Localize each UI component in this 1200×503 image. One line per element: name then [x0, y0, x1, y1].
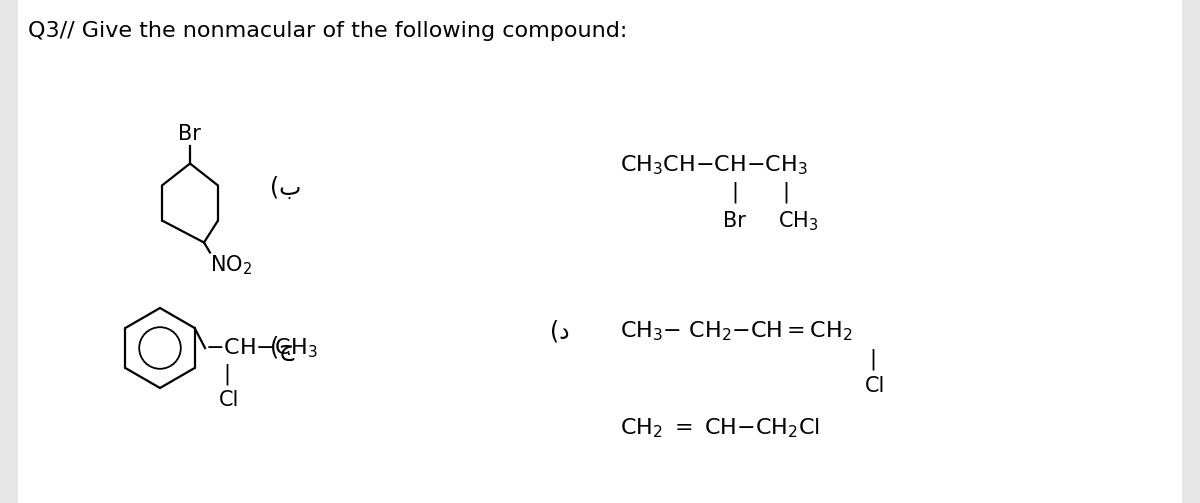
- Text: NO$_2$: NO$_2$: [210, 254, 252, 277]
- Text: (د: (د: [550, 319, 570, 343]
- Text: Cl: Cl: [865, 376, 886, 396]
- Text: CH$_3$$-$ CH$_2$$-$CH$=$CH$_2$: CH$_3$$-$ CH$_2$$-$CH$=$CH$_2$: [620, 319, 853, 343]
- Text: (ج: (ج: [270, 336, 294, 361]
- Text: |: |: [732, 181, 738, 203]
- Text: Br: Br: [178, 124, 200, 143]
- Text: CH$_3$: CH$_3$: [778, 209, 818, 233]
- Text: |: |: [870, 348, 876, 370]
- Text: |: |: [223, 363, 230, 385]
- Text: CH$_2$ $=$ CH$-$CH$_2$Cl: CH$_2$ $=$ CH$-$CH$_2$Cl: [620, 416, 820, 440]
- Text: CH$_3$CH$-$CH$-$CH$_3$: CH$_3$CH$-$CH$-$CH$_3$: [620, 153, 808, 177]
- Text: |: |: [782, 181, 790, 203]
- Text: $-$CH$-$CH$_3$: $-$CH$-$CH$_3$: [205, 336, 318, 360]
- Text: Q3// Give the nonmacular of the following compound:: Q3// Give the nonmacular of the followin…: [28, 21, 628, 41]
- Text: Br: Br: [722, 211, 746, 231]
- FancyBboxPatch shape: [18, 0, 1182, 503]
- Text: (ب: (ب: [270, 176, 301, 200]
- Text: Cl: Cl: [220, 390, 239, 410]
